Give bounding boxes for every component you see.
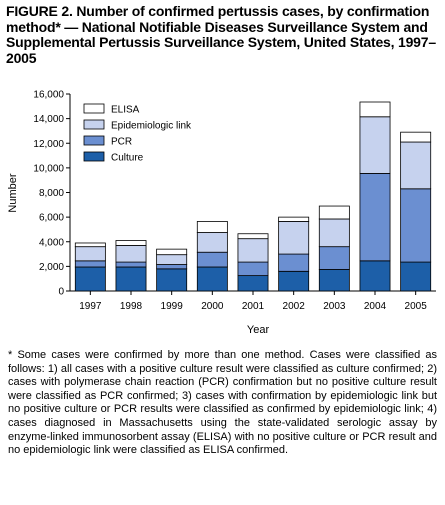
legend-label-pcr: PCR	[111, 137, 132, 148]
bar-culture-2000	[196, 266, 228, 292]
legend: ELISA Epidemiologic link PCR Culture	[83, 103, 192, 164]
x-tick-label: 2004	[364, 301, 387, 312]
bar-elisa-2000	[196, 221, 228, 233]
x-tick-label: 2001	[242, 301, 265, 312]
bar-elisa-2002	[278, 216, 310, 222]
bar-epidemiologic-link-1999	[156, 254, 188, 265]
bar-elisa-2004	[359, 101, 391, 118]
bar-epidemiologic-link-2000	[196, 232, 228, 253]
bar-epidemiologic-link-2004	[359, 116, 391, 174]
bar-epidemiologic-link-1997	[74, 246, 106, 262]
bar-pcr-1999	[156, 264, 188, 270]
legend-swatch-culture	[83, 151, 105, 162]
y-tick-label: 2,000	[39, 262, 64, 273]
bar-pcr-2001	[237, 261, 269, 277]
x-tick-label: 1997	[79, 301, 102, 312]
bar-elisa-1998	[115, 240, 147, 246]
x-tick-label: 2000	[201, 301, 224, 312]
y-tick-label: 4,000	[39, 237, 64, 248]
bar-epidemiologic-link-1998	[115, 245, 147, 263]
bar-epidemiologic-link-2002	[278, 221, 310, 255]
bar-epidemiologic-link-2001	[237, 238, 269, 263]
y-tick-label: 12,000	[33, 139, 64, 150]
legend-swatch-pcr	[83, 135, 105, 146]
bar-culture-1997	[74, 266, 106, 292]
legend-label-culture: Culture	[111, 153, 144, 164]
footnote: * Some cases were confirmed by more than…	[8, 349, 437, 458]
bar-pcr-1997	[74, 260, 106, 268]
x-tick-label: 1999	[161, 301, 184, 312]
legend-label-epidemiologic-link: Epidemiologic link	[111, 121, 192, 132]
y-tick-label: 16,000	[33, 90, 64, 101]
bar-culture-1999	[156, 268, 188, 292]
x-tick-label: 2003	[323, 301, 346, 312]
bar-epidemiologic-link-2005	[400, 141, 432, 190]
x-tick-label: 2002	[283, 301, 306, 312]
y-axis: 0 2,000 4,000 6,000 8,000 10,000 12,000 14,000 1…	[33, 90, 71, 298]
y-tick-label: 8,000	[39, 188, 64, 199]
bar-culture-2005	[400, 261, 432, 292]
x-tick-label: 2005	[405, 301, 428, 312]
x-tick-label: 1998	[120, 301, 143, 312]
bar-culture-2003	[318, 269, 350, 292]
y-tick-label: 10,000	[33, 163, 64, 174]
y-tick-label: 0	[58, 287, 64, 298]
bar-culture-2002	[278, 270, 310, 292]
footnote-text: Some cases were confirmed by more than o…	[8, 349, 437, 457]
x-axis-label: Year	[247, 324, 270, 336]
y-axis-label: Number	[7, 173, 19, 212]
bar-culture-1998	[115, 266, 147, 292]
figure-title: FIGURE 2. Number of confirmed pertussis …	[6, 3, 436, 66]
stacked-bar-chart: 0 2,000 4,000 6,000 8,000 10,000 12,000 14,000 1…	[7, 90, 436, 336]
bar-pcr-2004	[359, 173, 391, 262]
bar-pcr-2005	[400, 188, 432, 263]
legend-label-elisa: ELISA	[111, 105, 140, 116]
bar-culture-2004	[359, 260, 391, 292]
bar-epidemiologic-link-2003	[318, 218, 350, 248]
bar-elisa-2005	[400, 131, 432, 143]
footnote-marker: *	[8, 349, 13, 361]
x-axis: 1997 1998 1999 2000 2001 2002 2003 2004 2005	[70, 290, 436, 312]
bar-elisa-1997	[74, 242, 106, 248]
y-tick-label: 14,000	[33, 114, 64, 125]
legend-swatch-epidemiologic-link	[83, 119, 105, 130]
bar-pcr-2002	[278, 253, 310, 272]
bar-elisa-2003	[318, 205, 350, 220]
y-tick-label: 6,000	[39, 213, 64, 224]
bar-culture-2001	[237, 275, 269, 292]
legend-swatch-elisa	[83, 103, 105, 114]
bar-pcr-2003	[318, 246, 350, 270]
bar-elisa-1999	[156, 248, 188, 256]
bars	[74, 101, 432, 292]
bar-elisa-2001	[237, 233, 269, 240]
bar-pcr-1998	[115, 261, 147, 268]
bar-pcr-2000	[196, 251, 228, 268]
